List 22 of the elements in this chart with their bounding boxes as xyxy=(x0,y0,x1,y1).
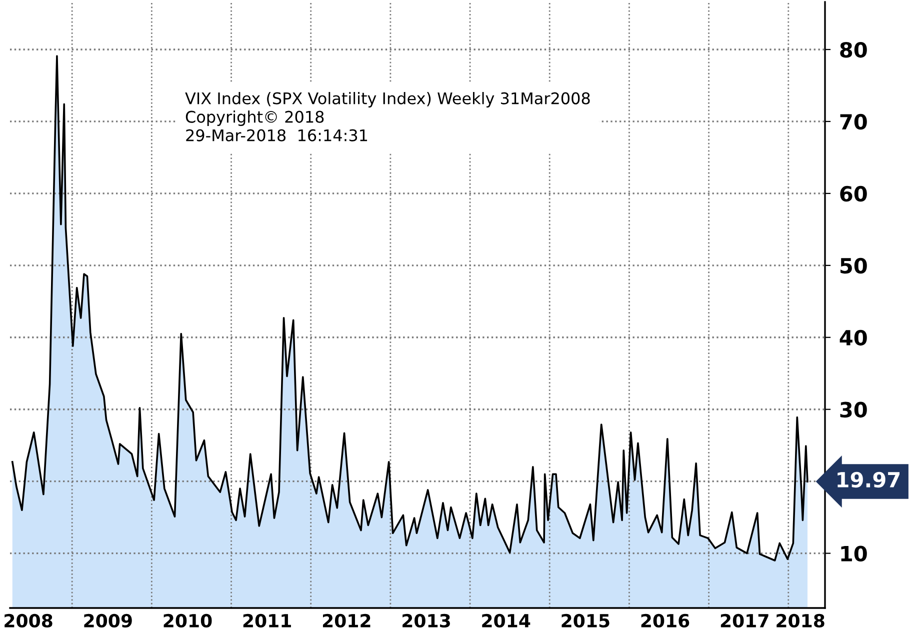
x-tick-label: 2012 xyxy=(322,614,370,628)
x-tick-label: 2011 xyxy=(243,614,291,628)
y-tick-label: 80 xyxy=(840,42,867,58)
y-tick-label: 30 xyxy=(840,402,867,418)
x-tick-label: 2014 xyxy=(482,614,530,628)
x-tick-label: 2013 xyxy=(402,614,450,628)
annotation: Copyright© 2018 xyxy=(186,110,324,126)
x-tick-label: 2010 xyxy=(164,614,212,628)
x-tick-label: 2018 xyxy=(776,614,824,628)
text: 19.97 xyxy=(838,472,900,488)
x-tick-label: 2015 xyxy=(562,614,610,628)
y-tick-label: 70 xyxy=(840,114,867,130)
y-tick-label: 50 xyxy=(840,258,867,274)
x-tick-label: 2009 xyxy=(84,614,132,628)
x-tick-label: 2008 xyxy=(4,614,52,628)
x-tick-label: 2017 xyxy=(720,614,768,628)
y-tick-label: 40 xyxy=(840,330,867,346)
x-tick-label: 2016 xyxy=(641,614,690,628)
y-tick-label: 60 xyxy=(840,186,867,202)
annotation: VIX Index (SPX Volatility Index) Weekly 31Mar2008 xyxy=(185,92,590,108)
annotation: 29-Mar-2018 16:14:31 xyxy=(186,129,368,142)
y-tick-label: 10 xyxy=(841,546,867,562)
